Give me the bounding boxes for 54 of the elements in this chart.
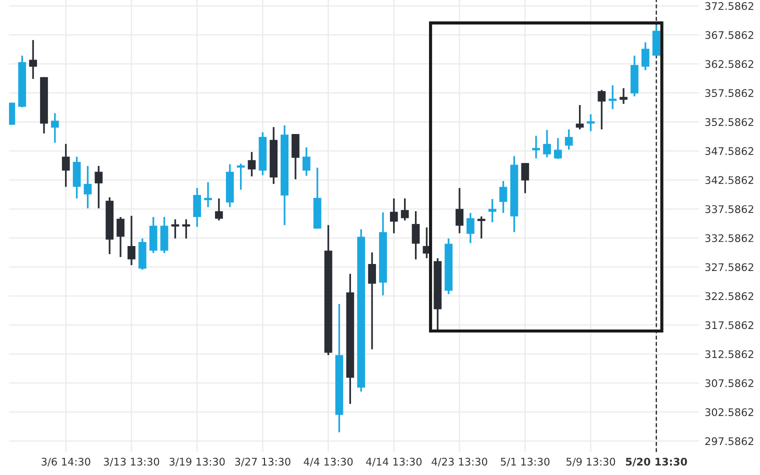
candlestick [50,112,59,144]
y-tick-label: 367.5862 [705,31,754,39]
candlestick [488,198,496,224]
y-tick-label: 372.5862 [705,2,754,10]
candlestick [29,39,37,80]
candlestick [456,187,464,234]
x-tick-label: 5/1 13:30 [500,458,550,466]
candlestick [193,187,202,228]
y-tick-label: 357.5862 [705,89,754,98]
y-tick-label: 332.5862 [705,234,754,242]
x-tick-label: 4/23 13:30 [432,458,488,466]
candlestick [84,165,92,210]
candlestick [94,165,103,210]
x-tick-label: 4/14 13:30 [366,458,422,466]
y-tick-label: 312.5862 [705,350,754,358]
y-tick-label: 352.5862 [705,118,754,126]
candlestick [576,104,584,130]
candlestick [248,151,256,178]
candlestick [499,180,508,214]
candlestick [564,128,573,151]
candlestick [412,210,420,260]
candlestick [554,137,562,160]
x-tick-label: 5/20 13:30 [626,458,688,466]
x-tick-label: 3/13 13:30 [104,458,160,466]
x-tick-label: 3/6 14:30 [42,458,90,466]
y-tick-label: 302.5862 [705,408,754,416]
y-tick-label: 317.5862 [705,321,754,330]
y-tick-label: 307.5862 [705,379,754,388]
y-tick-label: 362.5862 [705,60,754,68]
candlestick [215,198,223,222]
candlestick [390,198,398,234]
candlestick [543,129,551,158]
y-tick-label: 327.5862 [705,263,754,272]
candlestick [368,252,376,350]
x-tick-label: 5/9 13:30 [566,458,616,466]
x-tick-label: 3/27 13:30 [235,458,290,466]
candlestick [128,215,136,266]
x-tick-label: 4/4 13:30 [304,458,353,466]
y-tick-label: 347.5862 [705,147,754,156]
candlestick [641,42,650,72]
y-tick-label: 337.5862 [705,205,754,214]
candlestick [302,146,310,177]
x-tick-label: 3/19 13:30 [170,458,225,466]
y-tick-label: 322.5862 [705,292,754,300]
candlestick [598,89,606,130]
candlestick [62,143,70,188]
candlestick [116,216,124,258]
y-tick-label: 297.5862 [705,437,754,446]
candlestick [400,198,409,222]
candlestick [292,133,300,180]
y-tick-label: 342.5862 [705,176,754,184]
candlestick [620,87,628,105]
candlestick [521,162,530,194]
candlestick [466,212,474,244]
